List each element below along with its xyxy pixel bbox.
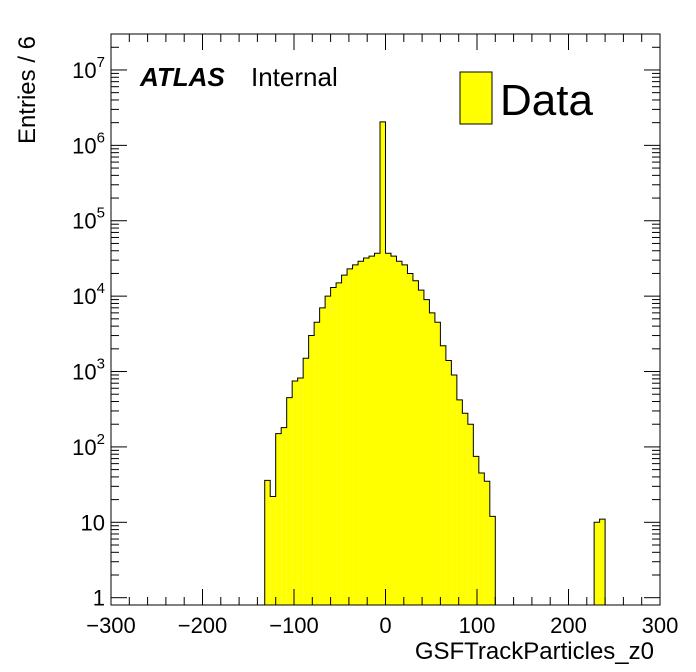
histogram-bars — [264, 121, 606, 606]
y-tick-label: 106 — [72, 129, 105, 158]
histogram-bin — [363, 258, 370, 605]
histogram-bin — [286, 397, 293, 605]
x-tick-label: −100 — [269, 613, 319, 638]
internal-label: Internal — [251, 62, 338, 92]
histogram-bin — [456, 399, 463, 605]
atlas-label: ATLAS — [139, 62, 225, 92]
histogram-bin — [396, 261, 402, 605]
histogram-bin — [429, 312, 435, 605]
histogram-bin — [473, 456, 479, 605]
histogram-bin — [401, 264, 408, 605]
legend-label: Data — [500, 76, 593, 125]
y-tick-label: 105 — [72, 205, 105, 234]
histogram-bin — [434, 322, 441, 605]
histogram-bin — [594, 522, 600, 605]
x-tick-label: 100 — [459, 613, 496, 638]
histogram-bin — [374, 253, 381, 605]
y-axis-label: Entries / 6 — [14, 36, 41, 144]
histogram-bin — [440, 345, 446, 605]
histogram-bin — [275, 433, 282, 605]
histogram-bin — [484, 481, 490, 605]
histogram-bin — [478, 473, 485, 605]
histogram-bin — [462, 413, 468, 605]
histogram-bin — [314, 322, 320, 605]
histogram-bin — [297, 378, 304, 605]
x-tick-label: 0 — [379, 613, 391, 638]
histogram-bin — [303, 358, 309, 605]
y-tick-label: 102 — [72, 431, 105, 460]
histogram-bin — [352, 264, 359, 605]
histogram-bin — [418, 290, 424, 605]
x-tick-label: −200 — [178, 613, 228, 638]
histogram-bin — [599, 519, 606, 605]
histogram-bin — [264, 480, 271, 605]
histogram-bin — [380, 121, 386, 606]
y-tick-label: 104 — [72, 280, 105, 309]
histogram-bin — [281, 427, 287, 605]
histogram-bin — [330, 287, 337, 605]
histogram-bin — [325, 296, 331, 605]
x-axis-label: GSFTrackParticles_z0 — [415, 638, 654, 665]
y-tick-label: 1 — [93, 586, 105, 611]
x-tick-label: 200 — [550, 613, 587, 638]
histogram-bin — [390, 256, 397, 605]
histogram-bin — [319, 307, 326, 605]
y-tick-label: 103 — [72, 356, 105, 385]
histogram-bin — [292, 380, 298, 605]
histogram-bin — [423, 299, 430, 605]
histogram-bin — [489, 516, 496, 605]
x-tick-label: −300 — [86, 613, 136, 638]
histogram-bin — [412, 280, 419, 605]
y-tick-label: 107 — [72, 54, 105, 83]
histogram-bin — [467, 424, 474, 605]
legend-swatch — [459, 71, 493, 125]
x-tick-label: 300 — [642, 613, 679, 638]
histogram-bin — [385, 253, 391, 605]
histogram-bin — [336, 282, 342, 605]
histogram-bin — [347, 268, 353, 605]
histogram-bin — [445, 360, 452, 605]
histogram-bin — [341, 275, 348, 605]
histogram-bin — [407, 273, 413, 605]
axes: −300 −200 −100 0 100 200 300 1 10 102 103 104 105 106… — [72, 33, 679, 638]
histogram-bin — [308, 335, 315, 605]
y-tick-label: 10 — [81, 510, 105, 535]
histogram-bin — [369, 256, 375, 605]
histogram-bin — [451, 374, 457, 605]
histogram-bin — [270, 496, 276, 605]
histogram-bin — [358, 261, 364, 605]
